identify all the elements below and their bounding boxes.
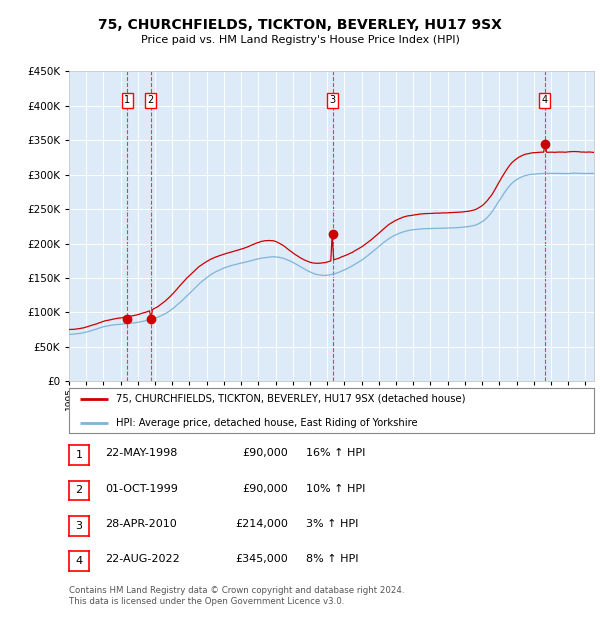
- Text: 4: 4: [542, 95, 548, 105]
- Text: 75, CHURCHFIELDS, TICKTON, BEVERLEY, HU17 9SX: 75, CHURCHFIELDS, TICKTON, BEVERLEY, HU1…: [98, 18, 502, 32]
- Text: 22-MAY-1998: 22-MAY-1998: [105, 448, 178, 458]
- Text: £90,000: £90,000: [242, 484, 288, 494]
- Text: 3: 3: [329, 95, 336, 105]
- Text: 75, CHURCHFIELDS, TICKTON, BEVERLEY, HU17 9SX (detached house): 75, CHURCHFIELDS, TICKTON, BEVERLEY, HU1…: [116, 394, 466, 404]
- Text: 1: 1: [124, 95, 130, 105]
- Text: 3: 3: [76, 521, 82, 531]
- Text: 4: 4: [76, 556, 82, 566]
- Text: £214,000: £214,000: [235, 519, 288, 529]
- Text: HPI: Average price, detached house, East Riding of Yorkshire: HPI: Average price, detached house, East…: [116, 418, 418, 428]
- Text: 22-AUG-2022: 22-AUG-2022: [105, 554, 180, 564]
- Text: This data is licensed under the Open Government Licence v3.0.: This data is licensed under the Open Gov…: [69, 597, 344, 606]
- Text: 2: 2: [148, 95, 154, 105]
- Text: Price paid vs. HM Land Registry's House Price Index (HPI): Price paid vs. HM Land Registry's House …: [140, 35, 460, 45]
- Text: 16% ↑ HPI: 16% ↑ HPI: [306, 448, 365, 458]
- Text: 28-APR-2010: 28-APR-2010: [105, 519, 177, 529]
- Text: 3% ↑ HPI: 3% ↑ HPI: [306, 519, 358, 529]
- Text: Contains HM Land Registry data © Crown copyright and database right 2024.: Contains HM Land Registry data © Crown c…: [69, 586, 404, 595]
- Text: £90,000: £90,000: [242, 448, 288, 458]
- Text: 2: 2: [76, 485, 82, 495]
- Text: 1: 1: [76, 450, 82, 460]
- Text: £345,000: £345,000: [235, 554, 288, 564]
- Text: 8% ↑ HPI: 8% ↑ HPI: [306, 554, 359, 564]
- Text: 01-OCT-1999: 01-OCT-1999: [105, 484, 178, 494]
- Text: 10% ↑ HPI: 10% ↑ HPI: [306, 484, 365, 494]
